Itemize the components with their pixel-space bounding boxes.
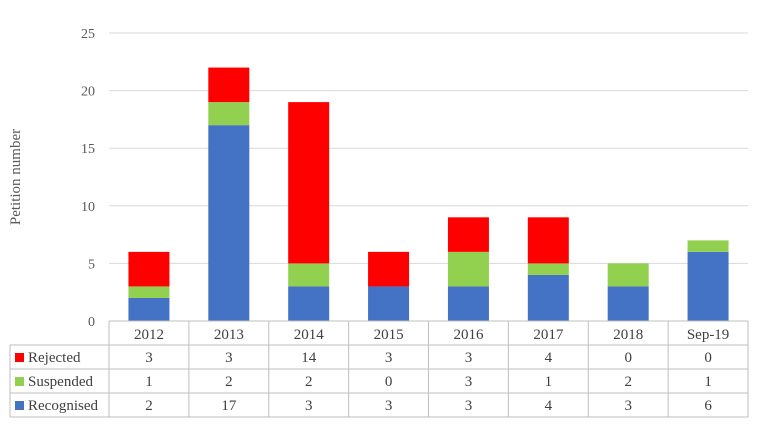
y-tick-label: 25 [81,27,95,42]
table-cell-value: 2 [225,374,233,390]
table-cell-value: 1 [545,374,553,390]
x-tick-label: 2012 [134,327,164,343]
bar-segment-recognised [288,286,330,321]
y-tick-label: 10 [81,200,95,215]
y-tick-label: 15 [81,142,95,157]
bar-segment-rejected [447,217,489,252]
table-cell-value: 1 [145,374,153,390]
legend-label-rejected: Rejected [28,350,81,366]
bar-segment-suspended [208,102,250,126]
bar-segment-suspended [687,240,729,252]
x-tick-label: Sep-19 [687,327,730,343]
bar-segment-recognised [208,125,250,321]
bar-segment-recognised [527,274,569,321]
y-axis-label: Petition number [8,129,24,225]
bar-segment-recognised [447,286,489,321]
x-tick-label: 2015 [374,327,404,343]
table-cell-value: 3 [385,398,393,414]
y-tick-label: 0 [88,315,95,330]
x-tick-label: 2017 [533,327,564,343]
bar-segment-recognised [128,297,170,321]
bar-segment-recognised [607,286,649,321]
table-cell-value: 4 [545,398,553,414]
table-cell-value: 3 [385,350,393,366]
y-tick-label: 20 [81,85,95,100]
bar-segment-rejected [128,251,170,287]
table-cell-value: 2 [145,398,153,414]
table-cell-value: 1 [704,374,712,390]
x-tick-label: 2013 [214,327,244,343]
table-cell-value: 0 [624,350,632,366]
legend-label-recognised: Recognised [28,398,98,414]
bar-segment-recognised [687,251,729,321]
x-tick-label: 2018 [613,327,643,343]
x-tick-label: 2016 [453,327,484,343]
table-cell-value: 4 [545,350,553,366]
bar-segment-rejected [368,251,410,287]
bar-segment-suspended [128,286,170,298]
x-tick-label: 2014 [294,327,325,343]
legend-key-suspended [15,377,24,386]
data-table: 2012 2013 2014 2015 2016 2017 2018 Sep-19Reject… [9,320,749,418]
table-cell-value: 3 [465,398,473,414]
table-cell-value: 3 [465,374,473,390]
gridlines [109,32,748,322]
bars [128,67,729,321]
y-axis-ticks: 0 5 10 15 20 25 [81,27,95,330]
bar-segment-suspended [288,263,330,287]
bar-segment-recognised [368,286,410,321]
bar-segment-rejected [527,217,569,264]
table-cell-value: 0 [385,374,393,390]
bar-segment-rejected [288,102,330,264]
table-cell-value: 17 [221,398,237,414]
table-cell-value: 3 [145,350,153,366]
table-cell-value: 2 [624,374,632,390]
table-cell-value: 14 [301,350,317,366]
bar-segment-rejected [208,67,250,103]
table-cell-value: 3 [305,398,313,414]
table-cell-value: 3 [225,350,233,366]
legend-key-rejected [15,353,24,362]
legend-label-suspended: Suspended [28,374,93,390]
y-tick-label: 5 [88,257,95,272]
legend-key-recognised [15,401,24,410]
table-cell-value: 0 [704,350,712,366]
table-cell-value: 3 [624,398,632,414]
table-cell-value: 6 [704,398,712,414]
table-cell-value: 2 [305,374,313,390]
table-cell-value: 3 [465,350,473,366]
bar-segment-suspended [527,263,569,275]
bar-segment-suspended [447,251,489,287]
bar-segment-suspended [607,263,649,287]
